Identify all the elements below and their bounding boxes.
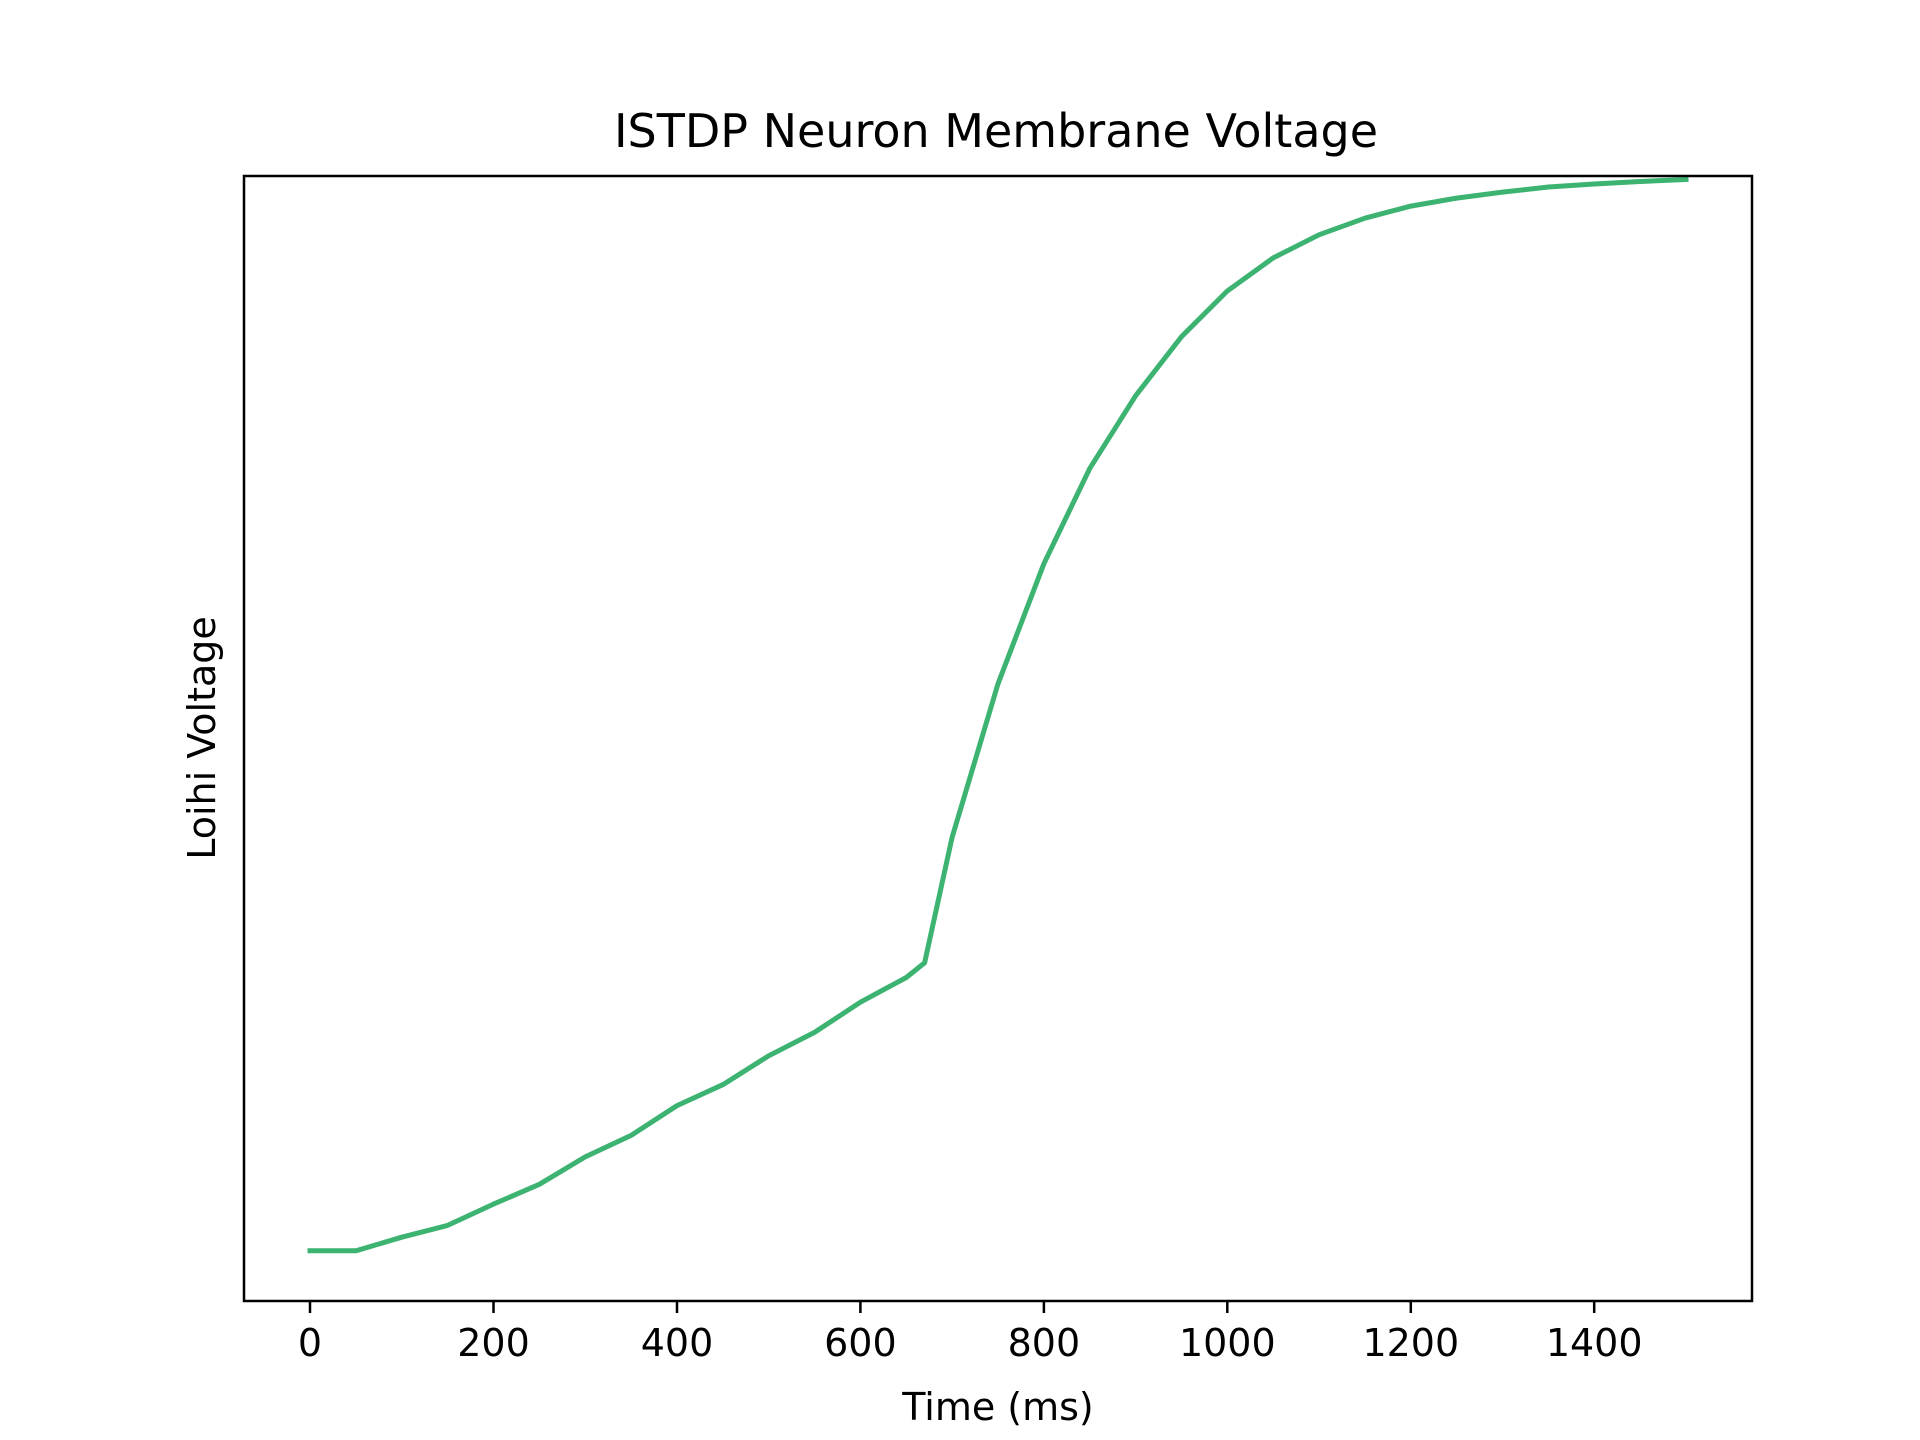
x-tick-label: 400 — [641, 1321, 714, 1365]
x-tick-label: 600 — [824, 1321, 897, 1365]
x-tick-label: 1200 — [1362, 1321, 1459, 1365]
x-tick-label: 1400 — [1546, 1321, 1643, 1365]
plot-area — [307, 176, 1689, 1254]
x-tick-label: 1000 — [1179, 1321, 1276, 1365]
x-tick-label: 0 — [298, 1321, 322, 1365]
x-tick-label: 200 — [457, 1321, 530, 1365]
x-axis-label: Time (ms) — [901, 1385, 1094, 1429]
x-tick-label: 800 — [1008, 1321, 1081, 1365]
y-axis-label: Loihi Voltage — [180, 616, 224, 860]
chart-title: ISTDP Neuron Membrane Voltage — [614, 104, 1378, 158]
axes-frame — [242, 174, 1754, 1303]
series-line-0 — [307, 176, 1689, 1254]
x-axis-ticks: 0 200 400 600 800 1000 1200 1400 — [298, 1301, 1643, 1365]
